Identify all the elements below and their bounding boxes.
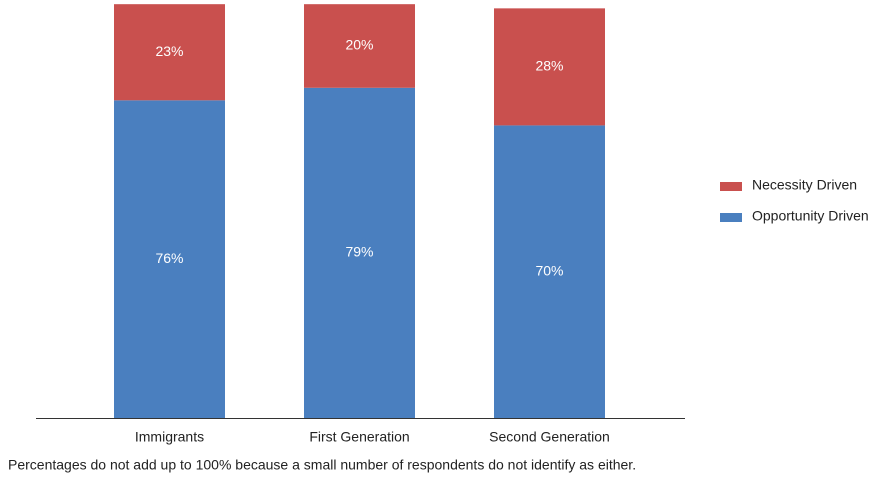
legend-label: Necessity Driven <box>752 177 857 193</box>
bar-segment <box>304 87 415 418</box>
bar-segment <box>114 4 225 101</box>
value-label: 70% <box>535 262 563 278</box>
value-label: 20% <box>345 37 373 53</box>
value-label: 79% <box>345 244 373 260</box>
chart-note: Percentages do not add up to 100% becaus… <box>8 457 636 473</box>
x-tick-label: Immigrants <box>135 429 204 445</box>
x-tick-label: Second Generation <box>489 429 610 445</box>
x-tick-label: First Generation <box>309 429 409 445</box>
bar-segment <box>114 100 225 418</box>
bar-segment <box>494 8 605 126</box>
legend-swatch <box>720 213 742 222</box>
legend-label: Opportunity Driven <box>752 208 869 224</box>
value-label: 28% <box>535 58 563 74</box>
bar-segment <box>494 125 605 419</box>
legend-swatch <box>720 182 742 191</box>
value-label: 76% <box>155 250 183 266</box>
bar-segment <box>304 4 415 88</box>
value-label: 23% <box>155 43 183 59</box>
